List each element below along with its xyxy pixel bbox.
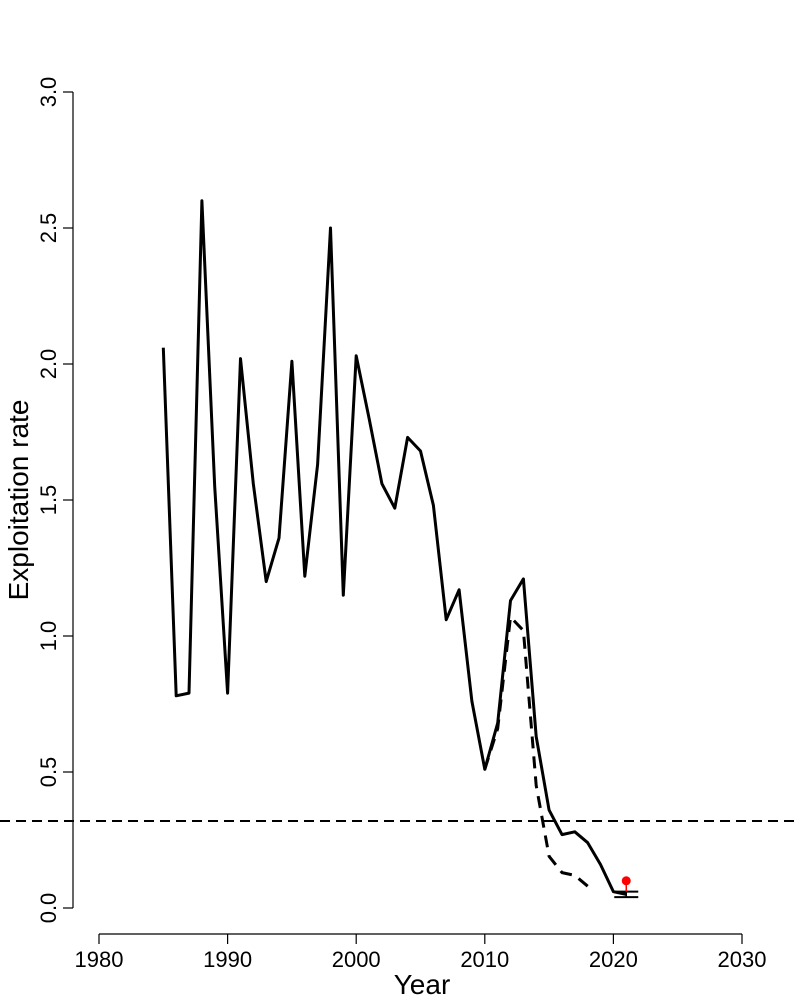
highlight-point — [621, 876, 631, 886]
y-tick-label: 1.5 — [36, 485, 61, 516]
y-tick-label: 0.0 — [36, 893, 61, 924]
y-tick-label: 2.0 — [36, 349, 61, 380]
chart-marks — [0, 199, 800, 899]
dashed-series-line — [483, 615, 589, 888]
y-tick-label: 1.0 — [36, 621, 61, 652]
x-axis-title: Year — [394, 969, 451, 1000]
x-tick-label: 2010 — [460, 947, 509, 972]
y-axis-title: Exploitation rate — [3, 400, 34, 601]
x-tick-label: 1980 — [75, 947, 124, 972]
x-tick-label: 2000 — [332, 947, 381, 972]
x-tick-label: 2020 — [589, 947, 638, 972]
x-tick-label: 2030 — [718, 947, 767, 972]
axes: 0.0 0.5 1.0 1.5 2.0 2.5 3.0 1980 1990 2000 2010 202… — [36, 77, 766, 972]
x-tick-label: 1990 — [203, 947, 252, 972]
solid-series-line — [161, 199, 627, 896]
y-tick-label: 3.0 — [36, 77, 61, 108]
y-tick-label: 0.5 — [36, 757, 61, 788]
y-tick-label: 2.5 — [36, 213, 61, 244]
